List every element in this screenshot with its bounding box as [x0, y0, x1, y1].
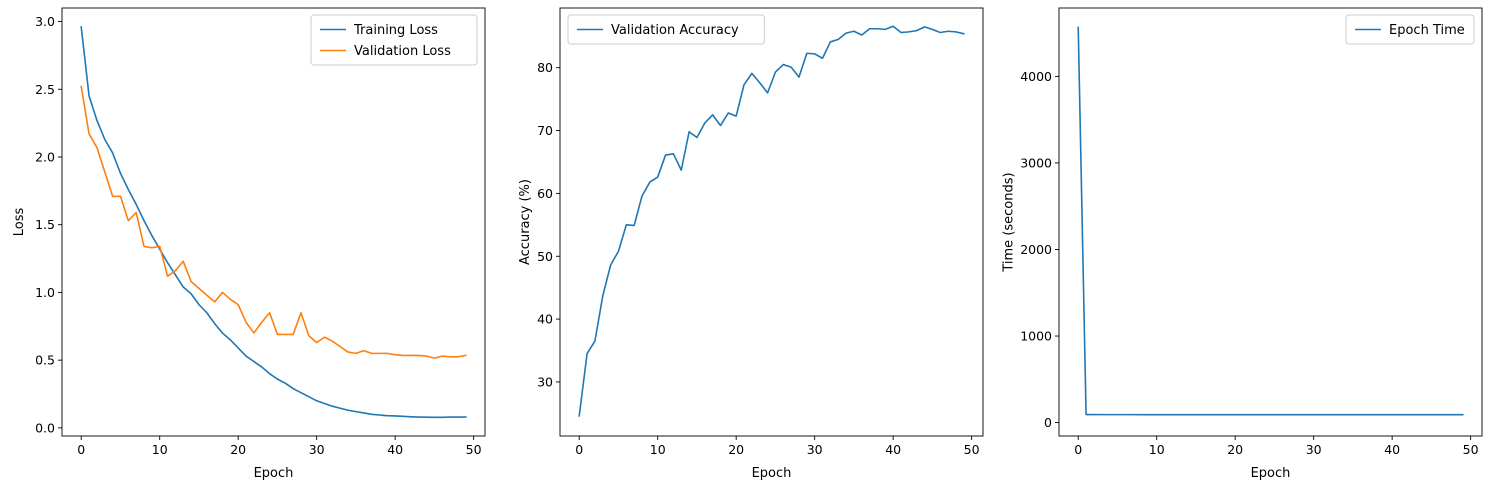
x-tick-label: 30	[807, 442, 823, 457]
x-tick-label: 10	[650, 442, 666, 457]
y-tick-label: 2.5	[35, 82, 55, 97]
legend: Epoch Time	[1345, 14, 1475, 45]
x-tick-label: 40	[1384, 442, 1400, 457]
chart-panel-1: 0 10 20 30 40 50 0.0 0.5 1.0 1.5 2.0 2.5 3.0 Epoch Los…	[12, 7, 486, 481]
x-tick-label: 20	[728, 442, 744, 457]
y-tick-label: 70	[537, 123, 553, 138]
y-tick-label: 40	[537, 312, 553, 327]
x-tick-label: 10	[1149, 442, 1165, 457]
y-tick-label: 0	[1044, 415, 1052, 430]
series-line-training-loss	[80, 26, 467, 419]
y-tick-label: 1000	[1020, 329, 1052, 344]
y-tick-label: 1.0	[35, 285, 55, 300]
series-line-validation-accuracy	[578, 25, 965, 417]
legend: Training Loss Validation Loss	[310, 14, 478, 66]
legend-label: Epoch Time	[1389, 23, 1465, 38]
chart-panel-3: 0 10 20 30 40 50 0 1000 2000 3000 4000 Epoch Time (s…	[1002, 7, 1483, 481]
x-tick-label: 50	[1463, 442, 1479, 457]
y-axis-label: Time (seconds)	[1002, 172, 1017, 272]
legend-label: Training Loss	[353, 23, 438, 38]
axes-frame	[61, 7, 486, 437]
x-tick-label: 0	[77, 442, 85, 457]
axes-frame	[1058, 7, 1483, 437]
y-tick-label: 80	[537, 60, 553, 75]
y-tick-label: 0.0	[35, 420, 55, 435]
x-tick-label: 50	[964, 442, 980, 457]
x-tick-label: 40	[885, 442, 901, 457]
y-tick-label: 50	[537, 249, 553, 264]
legend-box	[310, 14, 478, 66]
y-tick-label: 4000	[1020, 69, 1052, 84]
series-line-epoch-time	[1077, 26, 1464, 416]
legend-box	[567, 14, 765, 45]
legend-label: Validation Loss	[354, 44, 451, 59]
x-tick-label: 50	[466, 442, 482, 457]
x-tick-label: 40	[387, 442, 403, 457]
x-axis-label: Epoch	[1251, 466, 1291, 481]
y-tick-label: 3.0	[35, 14, 55, 29]
legend: Validation Accuracy	[567, 14, 765, 45]
x-axis-label: Epoch	[752, 466, 792, 481]
x-tick-label: 30	[309, 442, 325, 457]
series-line-validation-loss	[80, 85, 467, 359]
axes-frame	[559, 7, 984, 437]
legend-box	[1345, 14, 1475, 45]
x-tick-label: 0	[1074, 442, 1082, 457]
legend-label: Validation Accuracy	[611, 23, 739, 38]
y-tick-label: 60	[537, 186, 553, 201]
y-axis-label: Loss	[12, 208, 27, 237]
chart-panel-2: 0 10 20 30 40 50 30 40 50 60 70 80 Epoch Accuracy (%)…	[518, 7, 984, 481]
x-axis-label: Epoch	[254, 466, 294, 481]
y-tick-label: 0.5	[35, 353, 55, 368]
y-tick-label: 30	[537, 374, 553, 389]
y-tick-label: 1.5	[35, 217, 55, 232]
y-tick-label: 2000	[1020, 242, 1052, 257]
y-tick-label: 3000	[1020, 155, 1052, 170]
y-axis-label: Accuracy (%)	[518, 179, 533, 265]
x-tick-label: 30	[1306, 442, 1322, 457]
x-tick-label: 20	[230, 442, 246, 457]
x-tick-label: 0	[575, 442, 583, 457]
y-tick-label: 2.0	[35, 149, 55, 164]
x-tick-label: 10	[152, 442, 168, 457]
x-tick-label: 20	[1227, 442, 1243, 457]
